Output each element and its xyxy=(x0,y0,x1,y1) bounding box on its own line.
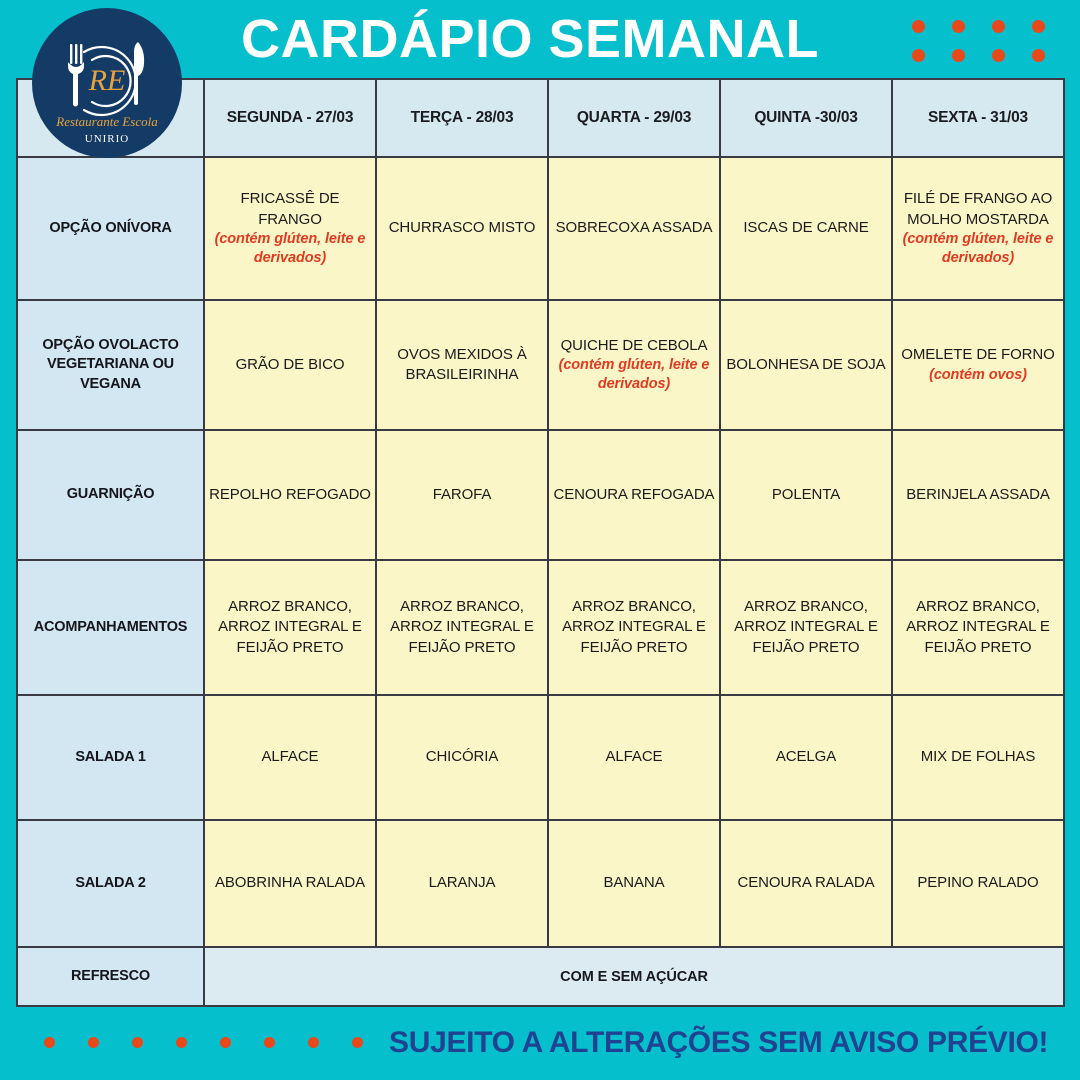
allergen-note: (contém glúten, leite e derivados) xyxy=(214,230,366,266)
cell-veg-quarta: QUICHE DE CEBOLA (contém glúten, leite e… xyxy=(547,299,721,431)
row-label-refresco: REFRESCO xyxy=(16,946,205,1007)
table-row: SALADA 1 ALFACE CHICÓRIA ALFACE ACELGA M… xyxy=(16,694,1065,821)
table-row: OPÇÃO OVOLACTO VEGETARIANA OU VEGANA GRÃ… xyxy=(16,299,1065,431)
cell-salada1-terca: CHICÓRIA xyxy=(375,694,549,821)
cell-veg-segunda: GRÃO DE BICO xyxy=(203,299,377,431)
decorative-dot xyxy=(951,20,965,33)
dish-name: FILÉ DE FRANGO AO MOLHO MOSTARDA xyxy=(903,190,1053,228)
row-label-acompanhamentos: ACOMPANHAMENTOS xyxy=(16,559,205,696)
dish-name: FRICASSÊ DE FRANGO xyxy=(240,190,340,228)
footer-dot-row xyxy=(44,1037,363,1048)
dish-name: OMELETE DE FORNO xyxy=(901,346,1055,364)
logo-institution: UNIRIO xyxy=(85,133,130,145)
decorative-dot xyxy=(176,1037,187,1048)
cell-acompanhamentos-sexta: ARROZ BRANCO, ARROZ INTEGRAL E FEIJÃO PR… xyxy=(891,559,1065,696)
row-label-salada-2: SALADA 2 xyxy=(16,819,205,948)
footer-band: SUJEITO A ALTERAÇÕES SEM AVISO PRÉVIO! xyxy=(0,1005,1080,1080)
cell-onivora-segunda: FRICASSÊ DE FRANGO (contém glúten, leite… xyxy=(203,156,377,301)
row-label-salada-1: SALADA 1 xyxy=(16,694,205,821)
decorative-dot xyxy=(264,1037,275,1048)
cell-veg-quinta: BOLONHESA DE SOJA xyxy=(719,299,893,431)
cell-veg-terca: OVOS MEXIDOS À BRASILEIRINHA xyxy=(375,299,549,431)
header-band: CARDÁPIO SEMANAL xyxy=(0,0,1080,78)
cell-guarnicao-sexta: BERINJELA ASSADA xyxy=(891,429,1065,561)
decorative-dot xyxy=(352,1037,363,1048)
restaurant-logo: RE Restaurante Escola UNIRIO xyxy=(32,8,182,158)
cell-acompanhamentos-segunda: ARROZ BRANCO, ARROZ INTEGRAL E FEIJÃO PR… xyxy=(203,559,377,696)
dish-name: BOLONHESA DE SOJA xyxy=(726,355,886,373)
table-row: GUARNIÇÃO REPOLHO REFOGADO FAROFA CENOUR… xyxy=(16,429,1065,561)
cell-salada2-quarta: BANANA xyxy=(547,819,721,948)
cell-refresco-value: COM E SEM AÇÚCAR xyxy=(203,946,1065,1007)
row-label-onivora: OPÇÃO ONÍVORA xyxy=(16,156,205,301)
cell-onivora-sexta: FILÉ DE FRANGO AO MOLHO MOSTARDA (contém… xyxy=(891,156,1065,301)
cell-guarnicao-quinta: POLENTA xyxy=(719,429,893,561)
allergen-note: (contém glúten, leite e derivados) xyxy=(558,357,710,393)
cell-salada2-terca: LARANJA xyxy=(375,819,549,948)
column-header-quarta: QUARTA - 29/03 xyxy=(547,78,721,158)
logo-monogram: RE xyxy=(88,64,126,97)
cell-salada1-sexta: MIX DE FOLHAS xyxy=(891,694,1065,821)
column-header-sexta: SEXTA - 31/03 xyxy=(891,78,1065,158)
table-row: ACOMPANHAMENTOS ARROZ BRANCO, ARROZ INTE… xyxy=(16,559,1065,696)
dish-name: CHURRASCO MISTO xyxy=(388,219,536,237)
column-header-terca: TERÇA - 28/03 xyxy=(375,78,549,158)
cell-onivora-quarta: SOBRECOXA ASSADA xyxy=(547,156,721,301)
row-label-guarnicao: GUARNIÇÃO xyxy=(16,429,205,561)
decorative-dot xyxy=(991,20,1005,33)
cell-acompanhamentos-quarta: ARROZ BRANCO, ARROZ INTEGRAL E FEIJÃO PR… xyxy=(547,559,721,696)
cell-salada1-quinta: ACELGA xyxy=(719,694,893,821)
table-row: OPÇÃO ONÍVORA FRICASSÊ DE FRANGO (contém… xyxy=(16,156,1065,301)
cell-salada1-segunda: ALFACE xyxy=(203,694,377,821)
dish-name: SOBRECOXA ASSADA xyxy=(555,219,713,237)
cell-acompanhamentos-terca: ARROZ BRANCO, ARROZ INTEGRAL E FEIJÃO PR… xyxy=(375,559,549,696)
cell-onivora-terca: CHURRASCO MISTO xyxy=(375,156,549,301)
cell-salada1-quarta: ALFACE xyxy=(547,694,721,821)
cell-acompanhamentos-quinta: ARROZ BRANCO, ARROZ INTEGRAL E FEIJÃO PR… xyxy=(719,559,893,696)
decorative-dot xyxy=(951,49,965,62)
decorative-dot xyxy=(220,1037,231,1048)
decorative-dot xyxy=(1031,49,1045,62)
fork-icon xyxy=(68,44,84,107)
weekly-menu-table: SEGUNDA - 27/03 TERÇA - 28/03 QUARTA - 2… xyxy=(16,78,1065,1007)
cell-onivora-quinta: ISCAS DE CARNE xyxy=(719,156,893,301)
logo-script-name: Restaurante Escola xyxy=(55,114,158,129)
cell-salada2-quinta: CENOURA RALADA xyxy=(719,819,893,948)
row-label-vegetariana: OPÇÃO OVOLACTO VEGETARIANA OU VEGANA xyxy=(16,299,205,431)
decorative-dot xyxy=(911,20,925,33)
cell-guarnicao-segunda: REPOLHO REFOGADO xyxy=(203,429,377,561)
table-row: SALADA 2 ABOBRINHA RALADA LARANJA BANANA… xyxy=(16,819,1065,948)
dish-name: OVOS MEXIDOS À BRASILEIRINHA xyxy=(397,345,527,383)
decorative-dot xyxy=(991,49,1005,62)
decorative-dot xyxy=(911,49,925,62)
dish-name: ISCAS DE CARNE xyxy=(743,219,869,237)
column-header-segunda: SEGUNDA - 27/03 xyxy=(203,78,377,158)
dish-name: QUICHE DE CEBOLA xyxy=(560,337,708,355)
cell-veg-sexta: OMELETE DE FORNO (contém ovos) xyxy=(891,299,1065,431)
page-title: CARDÁPIO SEMANAL xyxy=(240,9,819,69)
decorative-dot xyxy=(308,1037,319,1048)
cell-guarnicao-quarta: CENOURA REFOGADA xyxy=(547,429,721,561)
decorative-dot xyxy=(88,1037,99,1048)
dish-name: GRÃO DE BICO xyxy=(235,355,345,373)
allergen-note: (contém ovos) xyxy=(929,366,1027,383)
column-header-quinta: QUINTA -30/03 xyxy=(719,78,893,158)
decorative-dot xyxy=(132,1037,143,1048)
table-row: REFRESCO COM E SEM AÇÚCAR xyxy=(16,946,1065,1007)
knife-icon xyxy=(134,42,145,106)
allergen-note: (contém glúten, leite e derivados) xyxy=(902,230,1054,266)
decorative-dot xyxy=(1031,20,1045,33)
cell-guarnicao-terca: FAROFA xyxy=(375,429,549,561)
decorative-dot xyxy=(44,1037,55,1048)
cell-salada2-segunda: ABOBRINHA RALADA xyxy=(203,819,377,948)
disclaimer-note: SUJEITO A ALTERAÇÕES SEM AVISO PRÉVIO! xyxy=(389,1025,1049,1059)
header-dot-grid xyxy=(898,12,1058,70)
cell-salada2-sexta: PEPINO RALADO xyxy=(891,819,1065,948)
